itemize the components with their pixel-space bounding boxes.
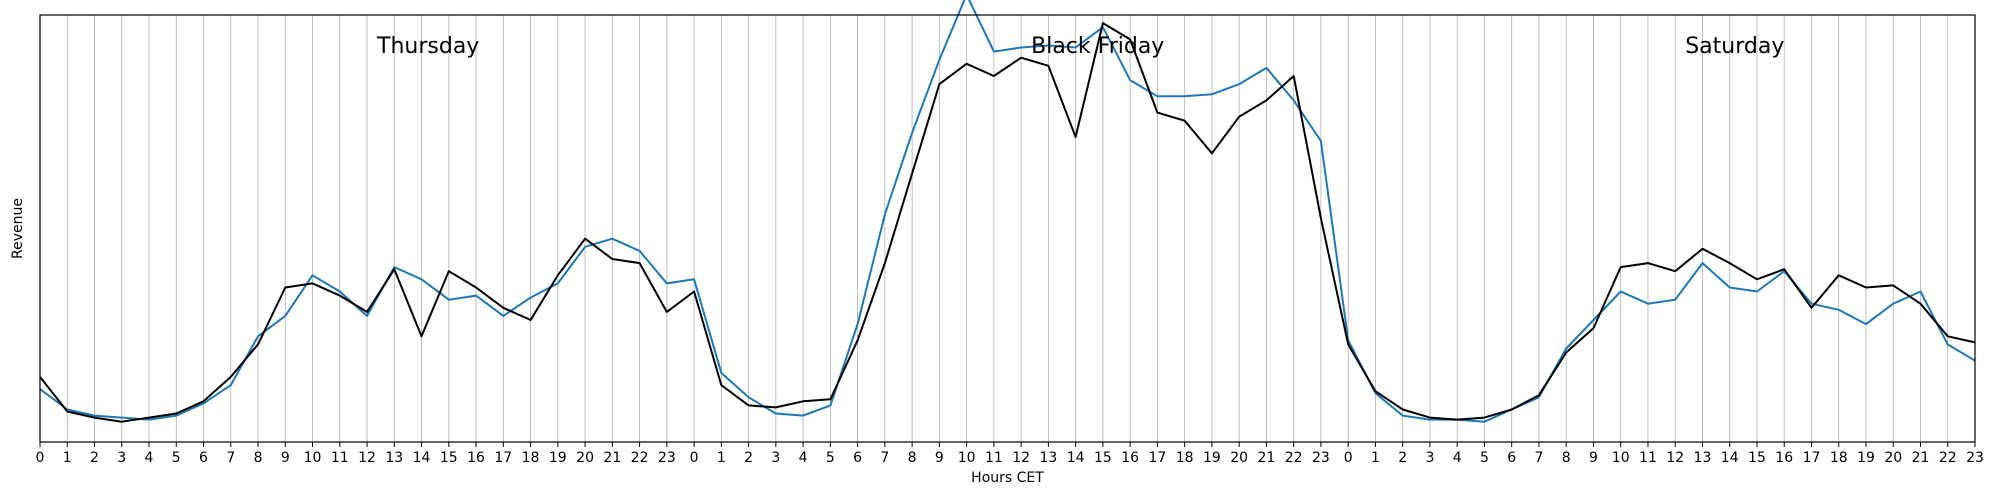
x-axis-label: Hours CET <box>971 470 1044 486</box>
x-tick-label: 19 <box>1203 450 1221 466</box>
day-annotation: Thursday <box>376 34 479 59</box>
x-tick-label: 18 <box>1830 450 1848 466</box>
day-annotation: Saturday <box>1685 34 1784 59</box>
series-line-2 <box>39 22 1976 423</box>
plot-frame <box>39 14 1976 443</box>
x-tick-label: 16 <box>1121 450 1139 466</box>
x-tick-label: 10 <box>958 450 976 466</box>
x-tick-label: 7 <box>226 450 235 466</box>
x-tick-label: 23 <box>1312 450 1330 466</box>
x-axis-ticks: 0 1 2 3 4 5 6 7 8 9 10 11 12 13 14 15 16 17 18 19 20 21 22 23 0 1… <box>36 442 1984 466</box>
x-tick-label: 3 <box>117 450 126 466</box>
x-tick-label: 12 <box>1012 450 1030 466</box>
x-tick-label: 11 <box>1639 450 1657 466</box>
x-tick-label: 16 <box>467 450 485 466</box>
x-tick-label: 2 <box>1398 450 1407 466</box>
x-tick-label: 2 <box>744 450 753 466</box>
x-tick-label: 1 <box>1371 450 1380 466</box>
x-tick-label: 14 <box>1721 450 1739 466</box>
x-tick-label: 4 <box>799 450 808 466</box>
x-tick-label: 10 <box>1612 450 1630 466</box>
x-tick-label: 5 <box>826 450 835 466</box>
x-tick-label: 21 <box>1912 450 1930 466</box>
x-tick-label: 0 <box>36 450 45 466</box>
x-tick-label: 14 <box>1067 450 1085 466</box>
x-tick-label: 15 <box>1748 450 1766 466</box>
x-tick-label: 1 <box>717 450 726 466</box>
x-tick-label: 21 <box>603 450 621 466</box>
x-tick-label: 13 <box>1039 450 1057 466</box>
x-tick-label: 13 <box>385 450 403 466</box>
x-tick-label: 15 <box>1094 450 1112 466</box>
x-tick-label: 23 <box>1966 450 1984 466</box>
x-tick-label: 6 <box>853 450 862 466</box>
x-tick-label: 9 <box>935 450 944 466</box>
x-tick-label: 15 <box>440 450 458 466</box>
x-tick-label: 6 <box>1507 450 1516 466</box>
x-tick-label: 22 <box>1939 450 1957 466</box>
x-tick-label: 1 <box>63 450 72 466</box>
x-tick-label: 5 <box>1480 450 1489 466</box>
x-tick-label: 19 <box>1857 450 1875 466</box>
x-tick-label: 14 <box>413 450 431 466</box>
x-tick-label: 20 <box>1230 450 1248 466</box>
x-tick-label: 3 <box>771 450 780 466</box>
x-tick-label: 11 <box>985 450 1003 466</box>
x-tick-label: 9 <box>281 450 290 466</box>
x-tick-label: 22 <box>631 450 649 466</box>
x-tick-label: 20 <box>1884 450 1902 466</box>
x-tick-label: 16 <box>1775 450 1793 466</box>
x-tick-label: 13 <box>1694 450 1712 466</box>
series-lines <box>39 0 1976 423</box>
x-tick-label: 20 <box>576 450 594 466</box>
x-tick-label: 10 <box>304 450 322 466</box>
x-tick-label: 7 <box>880 450 889 466</box>
x-tick-label: 21 <box>1257 450 1275 466</box>
x-tick-label: 6 <box>199 450 208 466</box>
day-annotations: Thursday Black Friday Saturday <box>376 34 1784 59</box>
x-tick-label: 11 <box>331 450 349 466</box>
x-tick-label: 8 <box>1562 450 1571 466</box>
x-tick-label: 7 <box>1534 450 1543 466</box>
x-tick-label: 0 <box>1344 450 1353 466</box>
x-tick-label: 8 <box>908 450 917 466</box>
x-tick-label: 12 <box>358 450 376 466</box>
x-tick-label: 19 <box>549 450 567 466</box>
x-tick-label: 17 <box>1803 450 1821 466</box>
series-line-1 <box>39 0 1976 423</box>
x-tick-label: 22 <box>1285 450 1303 466</box>
x-tick-label: 5 <box>172 450 181 466</box>
x-tick-label: 3 <box>1425 450 1434 466</box>
x-tick-label: 8 <box>254 450 263 466</box>
day-annotation: Black Friday <box>1031 34 1164 59</box>
grid-lines <box>39 15 1976 442</box>
x-tick-label: 23 <box>658 450 676 466</box>
x-tick-label: 0 <box>690 450 699 466</box>
y-axis-label: Revenue <box>10 198 26 259</box>
x-tick-label: 9 <box>1589 450 1598 466</box>
x-tick-label: 4 <box>1453 450 1462 466</box>
x-tick-label: 4 <box>145 450 154 466</box>
x-tick-label: 12 <box>1666 450 1684 466</box>
x-tick-label: 17 <box>494 450 512 466</box>
x-tick-label: 17 <box>1148 450 1166 466</box>
x-tick-label: 18 <box>1176 450 1194 466</box>
x-tick-label: 2 <box>90 450 99 466</box>
x-tick-label: 18 <box>522 450 540 466</box>
